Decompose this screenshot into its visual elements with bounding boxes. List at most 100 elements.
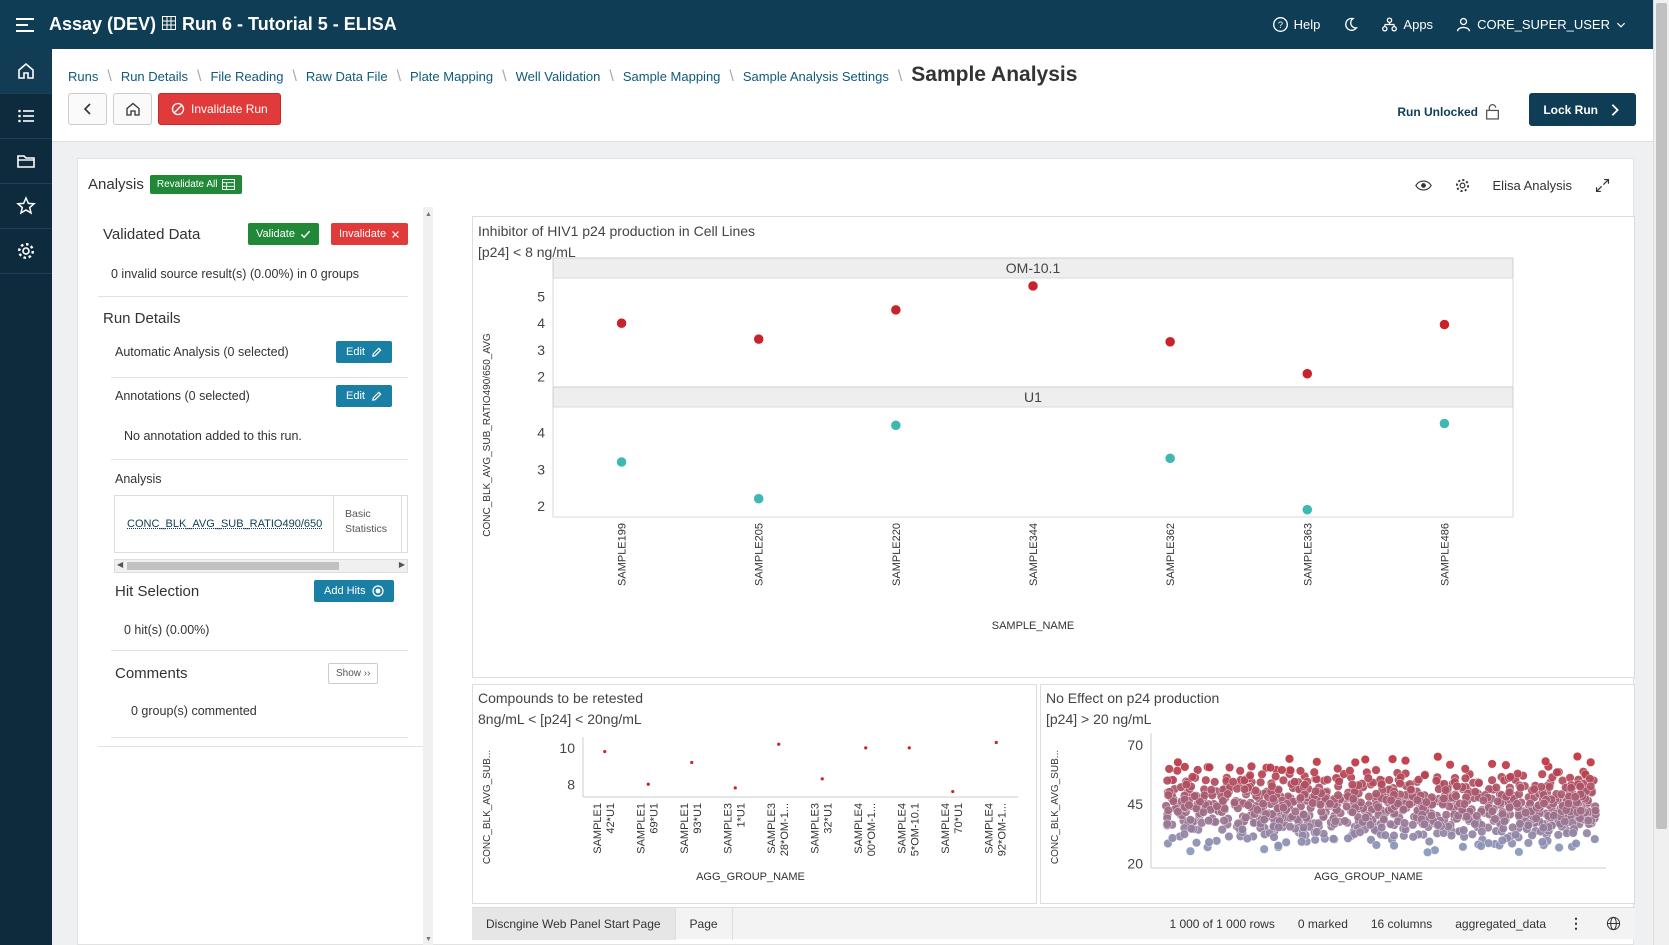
left-panel-scrollbar[interactable]: ▲ ▼ [423,207,433,945]
data-point [1219,803,1229,813]
x-tick-label: SAMPLE486 [1439,523,1451,586]
chart-inhibitor[interactable]: OM-10.1 2 3 4 5 U1 2 3 4 SAMPLE199 SAMPLE205 SAMPLE… [473,217,1636,679]
invalidate-run-button[interactable]: Invalidate Run [158,93,281,125]
user-menu[interactable]: CORE_SUPER_USER [1455,16,1627,33]
page-header: Runs \ Run Details \ File Reading \ Raw Dat… [52,49,1653,142]
data-point [1506,772,1516,782]
lock-run-button[interactable]: Lock Run [1529,93,1636,126]
tab-start-page[interactable]: Discngine Web Panel Start Page [472,907,676,940]
chart-inhibitor-panel: Inhibitor of HIV1 p24 production in Cell… [472,216,1635,678]
expand-icon[interactable] [1594,177,1611,194]
more-vertical-icon[interactable]: ⋮ [1569,915,1583,931]
data-point [1313,818,1323,828]
data-point [1377,779,1387,789]
data-point [1568,828,1578,838]
back-button[interactable] [68,93,107,125]
data-point [1371,789,1381,799]
breadcrumb-runs[interactable]: Runs [68,69,99,84]
show-comments-button[interactable]: Show ›› [328,663,379,684]
eye-icon[interactable] [1414,177,1432,194]
x-tick-label: SAMPLE3 [766,803,778,854]
invalid-summary: 0 invalid source result(s) (0.00%) in 0 … [111,267,360,281]
breadcrumb-sample-mapping[interactable]: Sample Mapping [622,69,721,84]
edit-annotations-button[interactable]: Edit [336,385,392,407]
nav-list[interactable] [0,94,52,139]
tab-page[interactable]: Page [676,907,733,940]
elisa-analysis-label[interactable]: Elisa Analysis [1492,178,1572,193]
data-point [1439,794,1449,804]
data-point [1470,787,1480,797]
data-point [1521,808,1531,818]
x-axis-label: SAMPLE_NAME [992,620,1075,632]
y-tick-label: 10 [559,740,575,756]
page-scrollbar[interactable] [1653,0,1669,945]
data-point [1259,844,1269,854]
apps-button[interactable]: Apps [1381,16,1433,33]
data-point [1523,820,1533,830]
data-point [1570,792,1580,802]
breadcrumb-raw-data-file[interactable]: Raw Data File [305,69,388,84]
data-point [1487,775,1497,785]
data-point [1408,820,1418,830]
home-button[interactable] [113,93,152,125]
nav-home[interactable] [0,49,52,94]
gear-icon[interactable] [1454,177,1471,194]
hits-summary: 0 hit(s) (0.00%) [124,623,210,637]
data-point [1246,761,1256,771]
revalidate-all-button[interactable]: Revalidate All [149,175,243,194]
data-point [1537,769,1547,779]
unlock-icon [1486,104,1499,120]
data-point [753,493,764,504]
data-point [1164,336,1176,348]
breadcrumb: Runs \ Run Details \ File Reading \ Raw Dat… [68,63,1078,86]
table-name[interactable]: aggregated_data [1455,916,1546,931]
nav-folder[interactable] [0,139,52,184]
data-point [890,304,902,316]
x-tick-label: SAMPLE199 [617,523,629,586]
data-point [1420,770,1430,780]
help-button[interactable]: ? Help [1272,16,1320,33]
x-tick-label: 00*OM-1... [866,803,878,856]
breadcrumb-file-reading[interactable]: File Reading [210,69,284,84]
close-icon [392,230,400,238]
data-point [1162,819,1172,829]
analysis-column-link[interactable]: CONC_BLK_AVG_SUB_RATIO490/650 [115,496,334,552]
data-point [1164,453,1176,464]
breadcrumb-well-validation[interactable]: Well Validation [515,69,601,84]
nav-favorites[interactable] [0,184,52,229]
dark-mode-toggle[interactable] [1342,16,1359,33]
data-point [1554,842,1564,852]
nav-settings[interactable] [0,229,52,274]
x-tick-label: SAMPLE1 [592,803,604,854]
apps-label: Apps [1403,17,1434,32]
breadcrumb-run-details[interactable]: Run Details [120,69,189,84]
data-point [1173,757,1183,767]
analysis-table-scrollbar[interactable]: ◀ ▶ [114,559,408,573]
chevron-down-icon [1616,22,1626,28]
data-point [1586,781,1596,791]
data-point [1493,796,1503,806]
data-point [1217,825,1227,835]
data-point [1237,824,1247,834]
data-point [1452,781,1462,791]
chart-subtitle: [p24] > 20 ng/mL [1046,711,1152,727]
data-point [1259,815,1269,825]
invalidate-button[interactable]: Invalidate [331,223,409,245]
data-point [1427,810,1437,820]
lock-run-label: Lock Run [1543,102,1598,117]
edit-automatic-analysis-button[interactable]: Edit [336,341,392,363]
breadcrumb-sample-analysis-settings[interactable]: Sample Analysis Settings [742,69,889,84]
data-point [1342,801,1352,811]
add-hits-button[interactable]: Add Hits [314,580,394,602]
data-point [1459,799,1469,809]
breadcrumb-plate-mapping[interactable]: Plate Mapping [410,69,494,84]
validate-button[interactable]: Validate [248,223,319,245]
x-tick-label: SAMPLE3 [722,803,734,854]
chart-no-effect[interactable]: 20 45 70 AGG_GROUP_NAME CONC_BLK_AVG_SUB... [1041,685,1636,905]
menu-icon[interactable] [0,0,49,49]
data-point [1299,822,1309,832]
data-point [951,789,955,794]
globe-icon[interactable] [1606,916,1621,931]
x-tick-label: 92*OM-1... [996,803,1008,856]
